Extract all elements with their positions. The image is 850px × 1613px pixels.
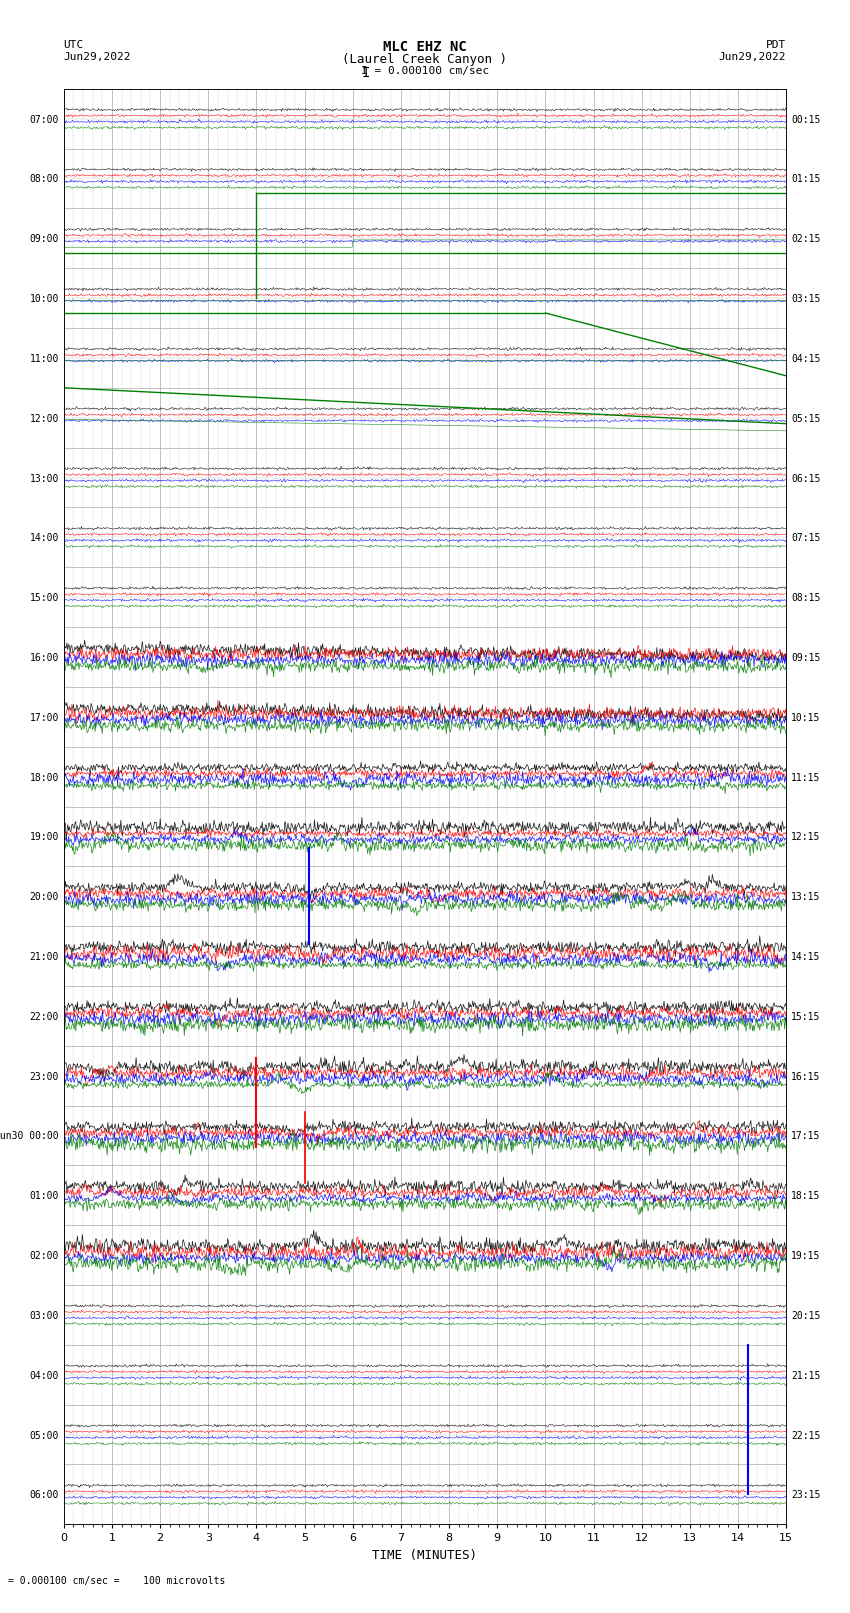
Text: = 0.000100 cm/sec =    100 microvolts: = 0.000100 cm/sec = 100 microvolts [8, 1576, 226, 1586]
Text: Jun29,2022: Jun29,2022 [719, 52, 786, 61]
X-axis label: TIME (MINUTES): TIME (MINUTES) [372, 1548, 478, 1561]
Text: MLC EHZ NC: MLC EHZ NC [383, 40, 467, 55]
Text: (Laurel Creek Canyon ): (Laurel Creek Canyon ) [343, 53, 507, 66]
Text: I = 0.000100 cm/sec: I = 0.000100 cm/sec [361, 66, 489, 76]
Text: I: I [361, 66, 370, 81]
Text: PDT: PDT [766, 40, 786, 50]
Text: UTC: UTC [64, 40, 84, 50]
Text: Jun29,2022: Jun29,2022 [64, 52, 131, 61]
